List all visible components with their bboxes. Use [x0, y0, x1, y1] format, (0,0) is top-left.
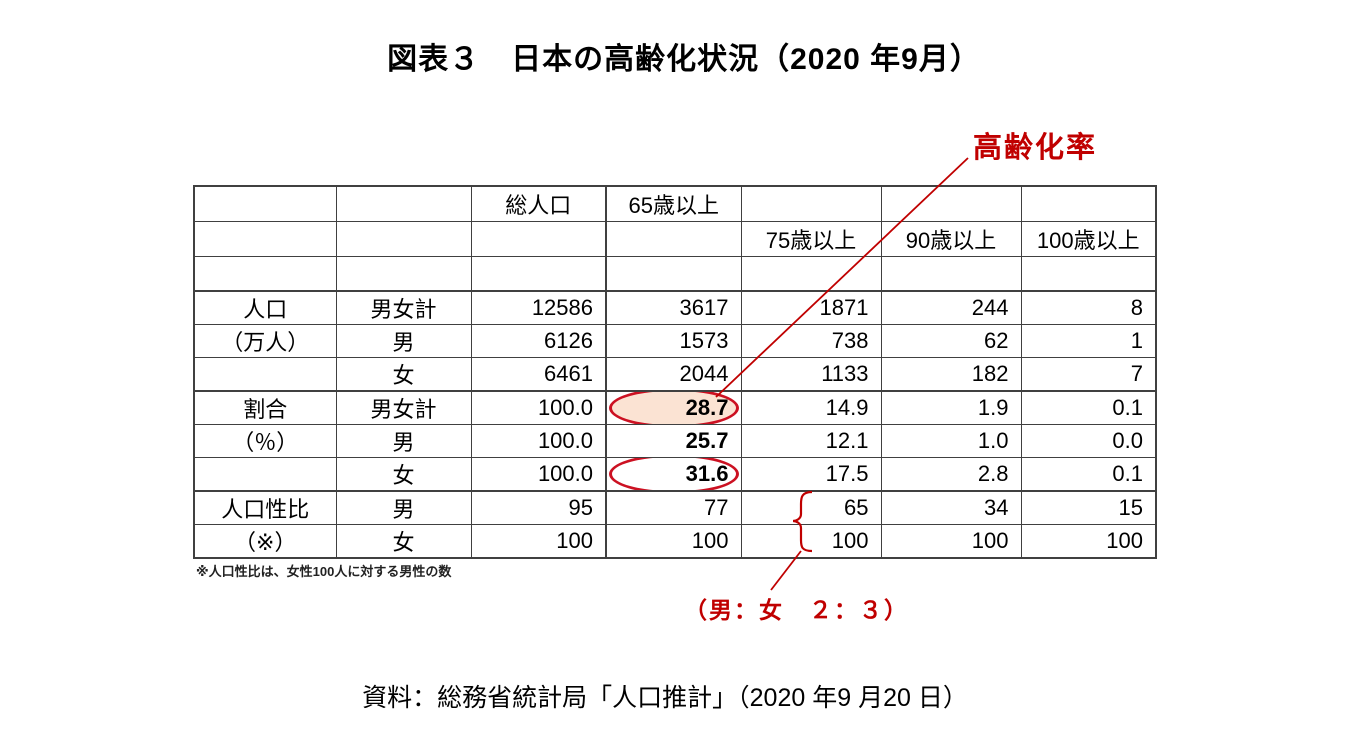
value-cell: 62	[880, 324, 1022, 358]
row-sub-label: 男	[335, 424, 472, 458]
blank-cell	[335, 255, 472, 292]
value-cell: 12586	[470, 290, 607, 325]
table-row-ratio-male: （％） 男 100.0 25.7 12.1 1.0 0.0	[193, 424, 1157, 458]
value-cell: 2044	[605, 357, 742, 392]
value-cell: 2.8	[880, 457, 1022, 492]
value-cell: 7	[1020, 357, 1157, 392]
table-row-sexratio-female: （※） 女 100 100 100 100 100	[193, 524, 1157, 559]
table-row-population-female: 女 6461 2044 1133 182 7	[193, 357, 1157, 392]
blank-cell	[470, 220, 607, 257]
value-cell: 8	[1020, 290, 1157, 325]
table-row-population-male: （万人） 男 6126 1573 738 62 1	[193, 324, 1157, 358]
value-cell: 244	[880, 290, 1022, 325]
value-cell: 0.1	[1020, 457, 1157, 492]
header-over65: 65歳以上	[605, 185, 742, 222]
value-cell: 1.0	[880, 424, 1022, 458]
value-cell: 6461	[470, 357, 607, 392]
blank-cell	[880, 255, 1022, 292]
table-footnote: ※人口性比は、女性100人に対する男性の数	[196, 564, 452, 579]
blank-cell	[880, 185, 1022, 222]
male-female-ratio-note: （男：女 ２：３）	[684, 597, 909, 623]
blank-cell	[605, 220, 742, 257]
value-cell: 1871	[740, 290, 882, 325]
row-sub-label: 男	[335, 324, 472, 358]
value-cell: 182	[880, 357, 1022, 392]
blank-cell	[740, 185, 882, 222]
value-cell: 95	[470, 490, 607, 525]
blank-cell	[605, 255, 742, 292]
row-sub-label: 女	[335, 457, 472, 492]
value-cell: 12.1	[740, 424, 882, 458]
value-cell: 77	[605, 490, 742, 525]
row-group-label: 人口性比	[193, 490, 337, 525]
value-cell: 100.0	[470, 390, 607, 425]
aging-rate-label: 高齢化率	[973, 132, 1098, 164]
blank-cell	[740, 255, 882, 292]
figure-title: 図表３ 日本の高齢化状況（2020 年9月）	[387, 43, 981, 76]
header-over100: 100歳以上	[1020, 220, 1157, 257]
value-cell: 738	[740, 324, 882, 358]
header-total-population: 総人口	[470, 185, 607, 222]
header-over90: 90歳以上	[880, 220, 1022, 257]
female-aging-rate-value: 31.6	[685, 461, 729, 486]
blank-cell	[193, 185, 337, 222]
value-cell: 25.7	[605, 424, 742, 458]
row-sub-label: 女	[335, 524, 472, 559]
header-row-2: 75歳以上 90歳以上 100歳以上	[193, 220, 1157, 257]
value-cell: 100.0	[470, 457, 607, 492]
row-group-label: （万人）	[193, 324, 337, 358]
blank-cell	[193, 357, 337, 392]
blank-cell	[335, 220, 472, 257]
table-row-ratio-total: 割合 男女計 100.0 28.7 14.9 1.9 0.1	[193, 390, 1157, 425]
row-sub-label: 男	[335, 490, 472, 525]
header-row-1: 総人口 65歳以上	[193, 185, 1157, 222]
value-cell: 6126	[470, 324, 607, 358]
blank-cell	[193, 255, 337, 292]
value-cell: 0.1	[1020, 390, 1157, 425]
value-cell: 1133	[740, 357, 882, 392]
header-over75: 75歳以上	[740, 220, 882, 257]
row-sub-label: 男女計	[335, 290, 472, 325]
source-citation: 資料：総務省統計局「人口推計」（2020 年9 月20 日）	[362, 684, 968, 712]
value-cell: 1573	[605, 324, 742, 358]
aging-rate-value: 28.7	[685, 395, 729, 420]
value-cell: 100	[740, 524, 882, 559]
table-row-ratio-female: 女 100.0 31.6 17.5 2.8 0.1	[193, 457, 1157, 492]
value-cell: 100.0	[470, 424, 607, 458]
value-cell: 100	[880, 524, 1022, 559]
header-row-3	[193, 255, 1157, 292]
row-sub-label: 女	[335, 357, 472, 392]
value-cell: 34	[880, 490, 1022, 525]
stats-table: 総人口 65歳以上 75歳以上 90歳以上 100歳以上 人口	[193, 185, 1157, 559]
value-cell: 15	[1020, 490, 1157, 525]
value-cell: 1	[1020, 324, 1157, 358]
blank-cell	[470, 255, 607, 292]
blank-cell	[1020, 255, 1157, 292]
value-cell: 100	[605, 524, 742, 559]
value-cell: 14.9	[740, 390, 882, 425]
female-aging-rate-cell: 31.6	[605, 457, 742, 492]
row-group-label: （％）	[193, 424, 337, 458]
blank-cell	[193, 457, 337, 492]
value-cell: 100	[1020, 524, 1157, 559]
row-group-label: 人口	[193, 290, 337, 325]
aging-rate-cell: 28.7	[605, 390, 742, 425]
blank-cell	[335, 185, 472, 222]
table-row-sexratio-male: 人口性比 男 95 77 65 34 15	[193, 490, 1157, 525]
blank-cell	[193, 220, 337, 257]
value-cell: 3617	[605, 290, 742, 325]
row-group-label: 割合	[193, 390, 337, 425]
row-sub-label: 男女計	[335, 390, 472, 425]
blank-cell	[1020, 185, 1157, 222]
value-cell: 17.5	[740, 457, 882, 492]
value-cell: 1.9	[880, 390, 1022, 425]
row-group-label: （※）	[193, 524, 337, 559]
value-cell: 100	[470, 524, 607, 559]
value-cell: 0.0	[1020, 424, 1157, 458]
value-cell: 65	[740, 490, 882, 525]
table-row-population-total: 人口 男女計 12586 3617 1871 244 8	[193, 290, 1157, 325]
